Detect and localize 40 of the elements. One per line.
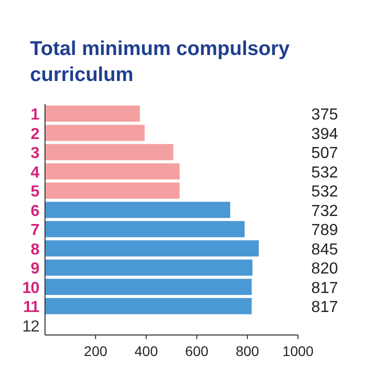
bar — [45, 144, 174, 160]
data-label: 817 — [311, 299, 338, 316]
bar — [45, 278, 252, 295]
chart-title: Total minimum compulsory curriculum — [30, 38, 291, 86]
bar — [45, 106, 140, 122]
y-tick-label: 4 — [30, 164, 40, 182]
y-tick-label: 7 — [30, 222, 40, 240]
data-label: 789 — [311, 222, 338, 240]
bar — [45, 240, 259, 256]
bar — [45, 202, 230, 218]
data-label: 817 — [311, 280, 338, 297]
data-label: 820 — [311, 260, 338, 278]
bar — [45, 298, 252, 314]
y-tick-label: 11 — [23, 299, 40, 316]
x-tick-label: 200 — [84, 343, 108, 359]
data-label: 375 — [311, 106, 338, 124]
bar — [45, 124, 145, 141]
y-tick-label: 3 — [30, 145, 40, 162]
bar — [45, 163, 180, 180]
y-tick-label: 8 — [30, 241, 40, 258]
y-tick-label: 12 — [22, 318, 40, 336]
x-tick-label: 800 — [236, 343, 260, 359]
y-tick-label: 2 — [30, 126, 40, 143]
y-tick-label: 1 — [30, 106, 40, 124]
data-label: 532 — [311, 164, 338, 182]
data-label: 732 — [311, 202, 338, 220]
x-tick-label: 1000 — [282, 343, 314, 359]
bar — [45, 260, 252, 276]
data-label: 507 — [311, 145, 338, 162]
data-label: 845 — [311, 241, 338, 258]
bar — [45, 182, 180, 199]
y-tick-label: 9 — [30, 260, 40, 278]
bar — [45, 221, 245, 238]
data-label: 532 — [311, 184, 338, 201]
y-tick-label: 5 — [30, 184, 40, 201]
data-label: 394 — [311, 126, 338, 143]
x-tick-label: 400 — [134, 343, 158, 359]
y-tick-label: 6 — [30, 202, 40, 220]
x-tick-label: 600 — [185, 343, 209, 359]
y-tick-label: 10 — [22, 280, 40, 297]
